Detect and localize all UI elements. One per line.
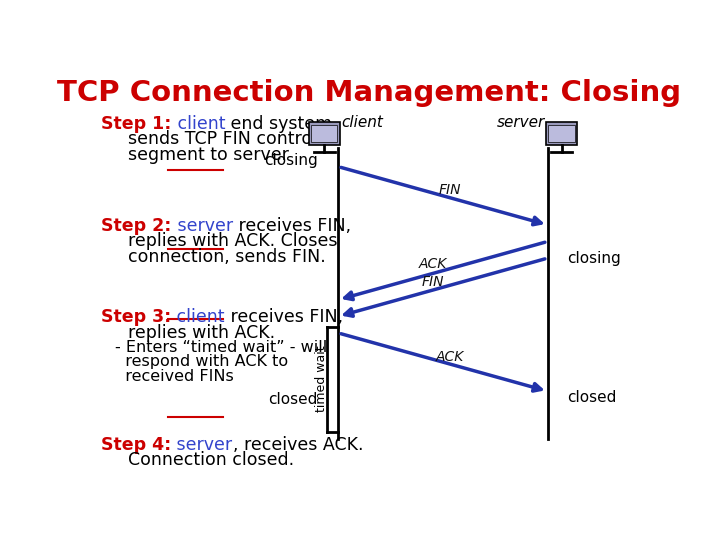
Text: replies with ACK.: replies with ACK. [128, 324, 275, 342]
Text: segment to server: segment to server [128, 146, 289, 164]
Text: replies with ACK. Closes: replies with ACK. Closes [128, 232, 338, 251]
Text: server: server [171, 436, 233, 454]
Text: ACK: ACK [419, 258, 447, 272]
Text: receives FIN,: receives FIN, [233, 217, 351, 234]
Text: Step 3:: Step 3: [101, 308, 171, 326]
Text: connection, sends FIN.: connection, sends FIN. [128, 248, 325, 266]
Text: ACK: ACK [436, 350, 464, 364]
Text: timed wait: timed wait [315, 346, 328, 413]
Text: client: client [171, 114, 225, 133]
FancyBboxPatch shape [309, 122, 340, 145]
Text: Step 1:: Step 1: [101, 114, 171, 133]
Text: client: client [171, 308, 225, 326]
Text: FIN: FIN [422, 275, 444, 289]
Text: end system: end system [225, 114, 332, 133]
Text: Step 4:: Step 4: [101, 436, 171, 454]
Text: TCP Connection Management: Closing: TCP Connection Management: Closing [57, 79, 681, 107]
Text: Step 2:: Step 2: [101, 217, 171, 234]
Text: closed: closed [567, 390, 616, 405]
Text: closing: closing [264, 153, 318, 168]
FancyBboxPatch shape [549, 125, 575, 142]
Text: server: server [497, 116, 545, 131]
Text: respond with ACK to: respond with ACK to [115, 354, 288, 369]
Text: , receives ACK.: , receives ACK. [233, 436, 363, 454]
FancyBboxPatch shape [546, 122, 577, 145]
FancyBboxPatch shape [311, 125, 338, 142]
Text: received FINs: received FINs [115, 369, 234, 384]
Text: FIN: FIN [438, 183, 462, 197]
Text: server: server [171, 217, 233, 234]
Text: closing: closing [567, 251, 621, 266]
Text: client: client [341, 116, 383, 131]
Text: receives FIN,: receives FIN, [225, 308, 343, 326]
Text: - Enters “timed wait” - will: - Enters “timed wait” - will [115, 340, 328, 355]
Text: Connection closed.: Connection closed. [128, 451, 294, 469]
Text: closed: closed [269, 392, 318, 407]
Text: sends TCP FIN control: sends TCP FIN control [128, 131, 317, 149]
